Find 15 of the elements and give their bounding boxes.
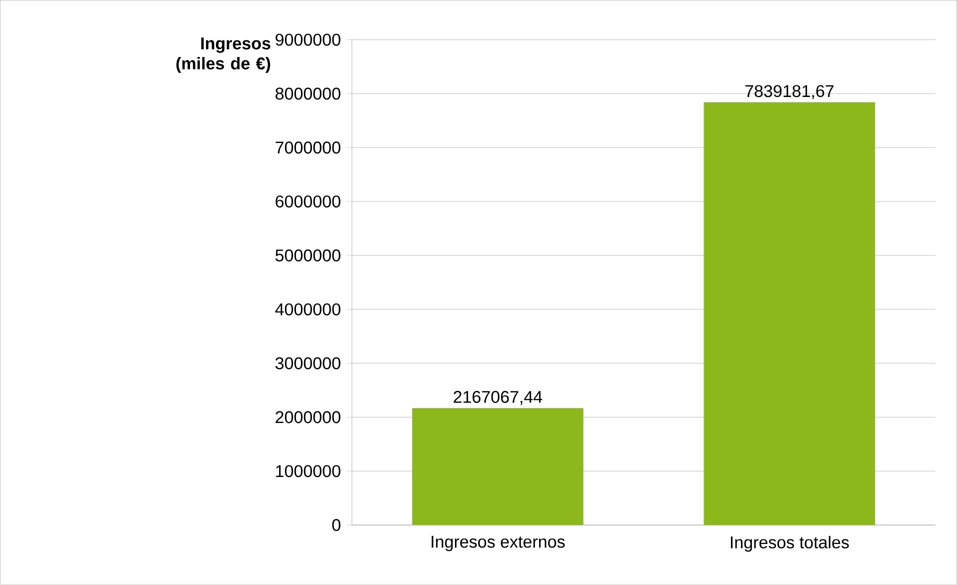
y-tick-label: 8000000: [276, 88, 340, 100]
y-axis-title: Ingresos (miles de €): [176, 38, 270, 73]
y-tick-label: 0: [332, 519, 340, 532]
y-tick-label: 3000000: [275, 357, 340, 370]
y-tick-label: 9000000: [276, 34, 340, 46]
x-tick-label: Ingresos totales: [730, 536, 849, 552]
data-label: 7839181,67: [745, 85, 834, 100]
x-tick-label: Ingresos externos: [432, 536, 565, 552]
y-tick-label: 4000000: [275, 303, 340, 316]
y-tick-label: 6000000: [276, 196, 340, 208]
y-tick-label: 7000000: [276, 142, 340, 154]
y-tick-label: 2000000: [276, 411, 340, 424]
data-label: 2167067,44: [454, 391, 542, 406]
y-tick-label: 1000000: [276, 465, 340, 478]
y-tick-label: 5000000: [276, 250, 340, 262]
